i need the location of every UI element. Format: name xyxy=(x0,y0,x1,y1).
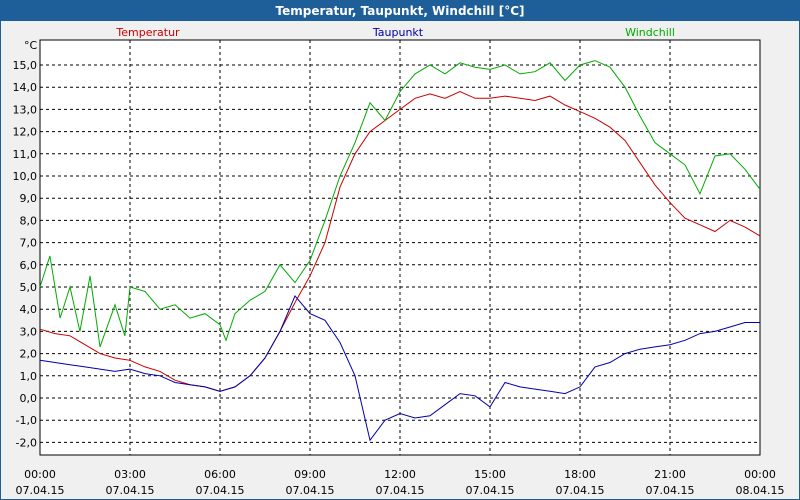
legend-temperatur: Temperatur xyxy=(115,26,180,39)
y-tick-label: 1,0 xyxy=(20,370,38,383)
y-axis-ticks: 15,0 14,0 13,0 12,0 11,0 10,0 9,0 8,0 7,0 6,0 5,0 4… xyxy=(13,59,38,449)
legend-taupunkt: Taupunkt xyxy=(372,26,424,39)
window-title: Temperatur, Taupunkt, Windchill [°C] xyxy=(1,1,799,21)
y-tick-label: 4,0 xyxy=(20,303,38,316)
y-tick-label: 5,0 xyxy=(20,281,38,294)
x-axis-ticks: 00:00 07.04.15 03:00 07.04.15 06:00 07.04.15 0… xyxy=(16,468,785,497)
y-tick-label: 8,0 xyxy=(20,214,38,227)
y-tick-label: 0,0 xyxy=(20,392,38,405)
y-tick-label: 9,0 xyxy=(20,192,38,205)
x-tick-date: 07.04.15 xyxy=(16,484,65,497)
x-tick-time: 03:00 xyxy=(114,468,146,481)
x-tick-date: 07.04.15 xyxy=(466,484,515,497)
series-line-temperatur xyxy=(39,91,761,392)
y-tick-label: 10,0 xyxy=(13,170,38,183)
x-tick-date: 07.04.15 xyxy=(646,484,695,497)
y-tick-label: 13,0 xyxy=(13,103,38,116)
y-tick-label: -1,0 xyxy=(16,414,37,427)
y-tick-label: 3,0 xyxy=(20,325,38,338)
y-tick-label: 12,0 xyxy=(13,126,38,139)
y-tick-label: 14,0 xyxy=(13,81,38,94)
x-tick-time: 09:00 xyxy=(294,468,326,481)
y-tick-label: 6,0 xyxy=(20,259,38,272)
series-line-taupunkt xyxy=(39,294,760,442)
x-tick-date: 07.04.15 xyxy=(106,484,155,497)
legend-windchill: Windchill xyxy=(625,26,675,39)
x-tick-time: 00:00 xyxy=(744,468,776,481)
x-tick-time: 18:00 xyxy=(564,468,596,481)
x-tick-time: 15:00 xyxy=(474,468,506,481)
series-lines xyxy=(39,60,761,442)
x-tick-time: 00:00 xyxy=(24,468,56,481)
x-tick-time: 06:00 xyxy=(204,468,236,481)
x-tick-date: 07.04.15 xyxy=(286,484,335,497)
y-tick-label: 2,0 xyxy=(20,348,38,361)
y-tick-label: -2,0 xyxy=(16,436,37,449)
y-axis-unit: °C xyxy=(24,39,38,52)
y-tick-label: 15,0 xyxy=(13,59,38,72)
series-line-windchill xyxy=(39,60,761,348)
x-tick-time: 21:00 xyxy=(654,468,686,481)
x-tick-time: 12:00 xyxy=(384,468,416,481)
x-tick-date: 07.04.15 xyxy=(556,484,605,497)
y-tick-label: 7,0 xyxy=(20,237,38,250)
y-tick-label: 11,0 xyxy=(13,148,38,161)
x-tick-date: 08.04.15 xyxy=(736,484,785,497)
x-tick-date: 07.04.15 xyxy=(196,484,245,497)
x-tick-date: 07.04.15 xyxy=(376,484,425,497)
